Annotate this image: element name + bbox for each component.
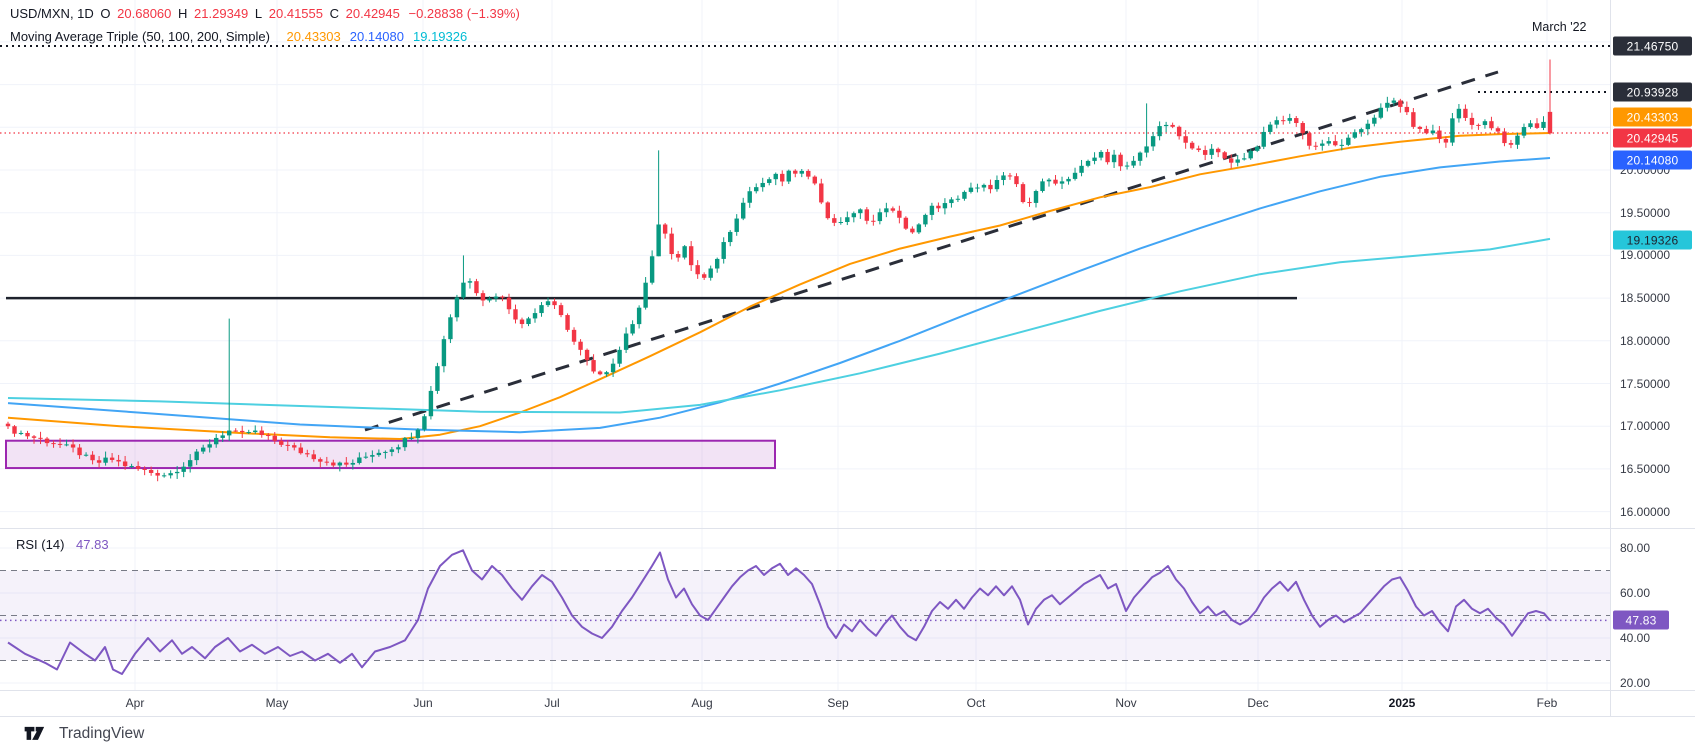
low-value: 20.41555	[268, 6, 323, 21]
ma-value-100: 20.14080	[349, 29, 404, 44]
time-axis-label-sep: Sep	[827, 696, 849, 710]
tradingview-logo-text[interactable]: TradingView	[59, 725, 145, 742]
sma-50-line[interactable]	[7, 132, 1551, 440]
time-axis-label-jun: Jun	[413, 696, 433, 710]
price-level-badge: 20.43303	[1613, 107, 1692, 127]
symbol-title[interactable]: USD/MXN, 1D	[10, 6, 94, 21]
low-label: L	[254, 6, 263, 21]
tradingview-logo-icon[interactable]	[24, 725, 50, 743]
time-axis-label-nov: Nov	[1115, 696, 1137, 710]
ma-value-200: 19.19326	[413, 29, 468, 44]
price-tick-label: 16.50000	[1620, 461, 1671, 476]
rsi-tick-label: 20.00	[1620, 676, 1651, 690]
sma-200-line[interactable]	[7, 237, 1551, 414]
time-axis-label-2025: 2025	[1388, 696, 1416, 710]
rsi-tick-label: 80.00	[1620, 541, 1651, 555]
price-level-badge: 21.46750	[1613, 36, 1692, 56]
price-level-badge: 20.93928	[1613, 82, 1692, 102]
rsi-indicator-legend[interactable]: RSI (14) 47.83	[16, 537, 109, 552]
symbol-legend[interactable]: USD/MXN, 1D O 20.68060 H 21.29349 L 20.4…	[10, 6, 523, 21]
time-axis-label-feb: Feb	[1536, 696, 1558, 710]
price-level-badge: 20.14080	[1613, 150, 1692, 170]
rsi-tick-label: 60.00	[1620, 586, 1651, 600]
candlestick-series[interactable]	[5, 59, 1553, 482]
ma-value-50: 20.43303	[286, 29, 341, 44]
price-level-badge: 20.42945	[1613, 128, 1692, 148]
close-label: C	[329, 6, 340, 21]
price-tick-label: 17.50000	[1620, 376, 1671, 391]
march-22-annotation: March '22	[1532, 20, 1587, 34]
price-tick-label: 18.50000	[1620, 291, 1671, 306]
price-tick-label: 19.00000	[1620, 248, 1671, 263]
price-tick-label: 17.00000	[1620, 419, 1671, 434]
sma-100-line[interactable]	[7, 157, 1551, 434]
rsi-line	[7, 549, 1551, 675]
ma-indicator-legend[interactable]: Moving Average Triple (50, 100, 200, Sim…	[10, 29, 473, 44]
rsi-value-badge: 47.83	[1613, 610, 1669, 630]
ma-indicator-values: 20.43303 20.14080 19.19326	[277, 29, 471, 44]
high-value: 21.29349	[194, 6, 249, 21]
axis-divider	[0, 716, 1695, 717]
chart-canvas[interactable]	[0, 0, 1695, 716]
rsi-indicator-value: 47.83	[76, 537, 109, 552]
price-axis-divider	[1610, 0, 1611, 716]
ascending-trendline[interactable]	[364, 70, 1499, 432]
ma-indicator-title[interactable]: Moving Average Triple (50, 100, 200, Sim…	[10, 29, 270, 44]
time-axis-label-may: May	[265, 696, 289, 710]
price-level-badge: 19.19326	[1613, 230, 1692, 250]
dotted-level-lines[interactable]	[0, 45, 1610, 93]
open-value: 20.68060	[117, 6, 172, 21]
time-axis-label-oct: Oct	[966, 696, 986, 710]
rsi-pane[interactable]	[0, 549, 1610, 675]
rsi-indicator-title[interactable]: RSI (14)	[16, 537, 65, 552]
pane-divider[interactable]	[0, 528, 1695, 529]
change-value: −0.28838 (−1.39%)	[408, 6, 520, 21]
price-axis[interactable]: 20.00000 19.50000 19.00000 18.50000 18.00000…	[1610, 0, 1695, 716]
supply-zone-box[interactable]	[5, 439, 776, 470]
time-axis-label-jul: Jul	[544, 696, 560, 710]
price-tick-label: 16.00000	[1620, 504, 1671, 519]
rsi-tick-label: 40.00	[1620, 631, 1651, 645]
time-axis-label-apr: Apr	[125, 696, 145, 710]
grid-lines	[0, 0, 1610, 690]
time-axis-label-dec: Dec	[1247, 696, 1269, 710]
close-value: 20.42945	[345, 6, 400, 21]
price-tick-label: 18.00000	[1620, 333, 1671, 348]
high-label: H	[178, 6, 188, 21]
pane-divider[interactable]	[0, 690, 1695, 691]
open-label: O	[100, 6, 111, 21]
time-axis-label-aug: Aug	[691, 696, 713, 710]
footer-bar: TradingView	[0, 716, 1695, 752]
time-axis[interactable]: Apr May Jun Jul Aug Sep Oct Nov Dec 2025 Feb	[0, 690, 1610, 716]
price-tick-label: 19.50000	[1620, 205, 1671, 220]
